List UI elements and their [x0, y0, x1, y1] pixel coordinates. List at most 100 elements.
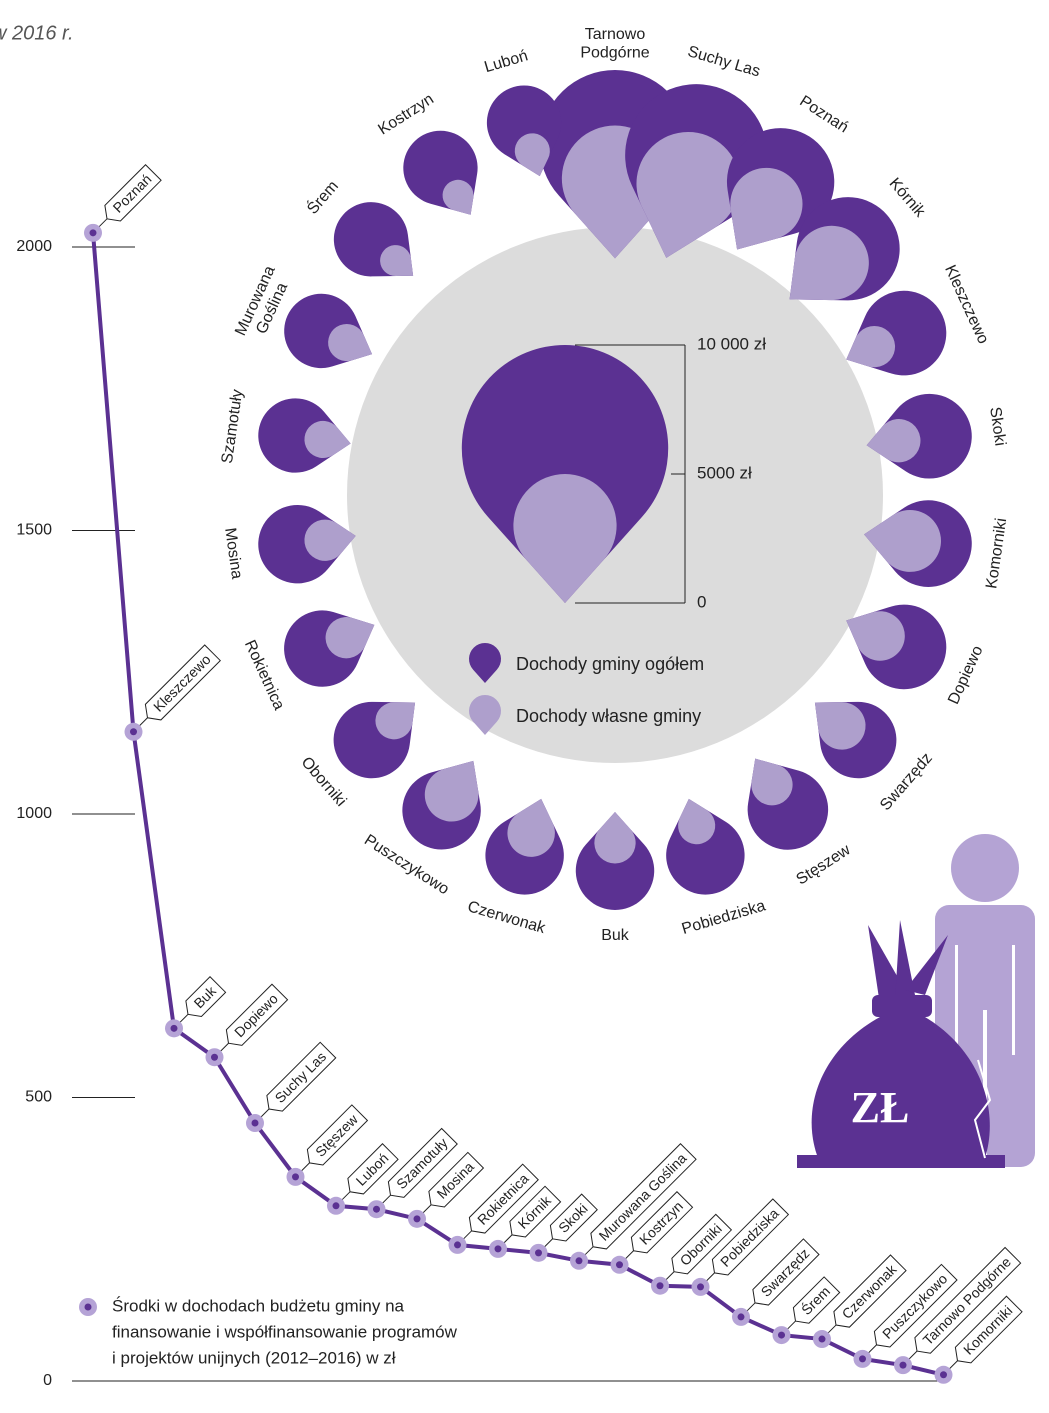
- line: [91, 232, 944, 1377]
- category-label: Rokietnica: [241, 638, 288, 713]
- drop: [814, 702, 866, 750]
- legend-text: Dochody własne gminy: [516, 706, 701, 726]
- category-label: Pobiedziska: [717, 1205, 782, 1270]
- point-center: [454, 1241, 461, 1249]
- money-bag-icon: [797, 920, 1005, 1168]
- point-center: [697, 1283, 704, 1291]
- legend-text: Środki w dochodach budżetu gminy na: [112, 1296, 405, 1315]
- category-label: Czerwonak: [839, 1260, 901, 1322]
- point-center: [292, 1173, 299, 1181]
- category-label: Suchy Las: [686, 43, 762, 80]
- category-label: Kórnik: [886, 175, 929, 221]
- category-tag: Dopiewo: [225, 983, 289, 1046]
- tag-box: [752, 1238, 820, 1306]
- category-label: Stęszew: [312, 1110, 361, 1159]
- point-center: [251, 1119, 259, 1127]
- drop: [514, 133, 550, 177]
- point-center: [575, 1257, 583, 1265]
- drop: [789, 225, 869, 301]
- tag-box: [185, 976, 227, 1017]
- drop: [507, 798, 555, 857]
- point-center: [130, 728, 137, 736]
- drop: [375, 702, 416, 740]
- point-center: [737, 1313, 745, 1321]
- point-center: [899, 1361, 907, 1369]
- point-center: [616, 1261, 623, 1269]
- tag-box: [711, 1198, 790, 1276]
- point-center: [535, 1249, 542, 1257]
- category-tag: Kleszczewo: [144, 644, 221, 721]
- drop: [333, 202, 414, 277]
- point-center: [413, 1215, 421, 1223]
- drop: [730, 167, 803, 250]
- category-label: Pobiedziska: [680, 897, 768, 938]
- tag-box: [549, 1193, 598, 1242]
- drop: [666, 798, 745, 895]
- drop: [304, 420, 351, 459]
- tag-box: [347, 1143, 399, 1195]
- tag-box: [914, 1246, 1022, 1354]
- category-label: Kostrzyn: [375, 91, 437, 139]
- legend-drop: [469, 695, 501, 735]
- drop: [864, 510, 941, 572]
- category-label: Swarzędz: [758, 1245, 813, 1300]
- drop: [380, 245, 414, 277]
- point-center: [170, 1024, 178, 1032]
- drop: [678, 798, 716, 845]
- drop: [594, 811, 636, 864]
- y-tick-label: 1000: [16, 805, 52, 822]
- point-center: [332, 1202, 340, 1210]
- y-tick-label: 2000: [16, 238, 52, 255]
- category-label: Buk: [601, 927, 630, 944]
- drop: [866, 418, 921, 463]
- drop: [442, 179, 474, 215]
- category-label: Dopiewo: [945, 643, 986, 707]
- point-center: [778, 1331, 785, 1339]
- category-label: Suchy Las: [272, 1048, 330, 1106]
- bag-label: ZŁ: [851, 1083, 910, 1132]
- category-tag: Poznań: [104, 164, 162, 222]
- category-label: Tarnowo Podgórne: [580, 26, 649, 61]
- tag-box: [630, 1191, 694, 1254]
- scale-label: 10 000 zł: [697, 334, 766, 353]
- drop: [424, 760, 479, 822]
- point-center: [656, 1282, 664, 1290]
- category-label: Czerwonak: [466, 898, 549, 937]
- legend-text: i projektów unijnych (2012–2016) w zł: [112, 1348, 396, 1367]
- point-center: [373, 1205, 380, 1213]
- category-label: Dopiewo: [231, 990, 281, 1040]
- drop: [333, 701, 416, 779]
- tag-box: [266, 1041, 337, 1112]
- drop: [325, 617, 375, 659]
- tag-box: [468, 1163, 539, 1234]
- tag-box: [509, 1185, 562, 1238]
- category-tag: Stęszew: [306, 1104, 369, 1166]
- legend-text: finansowanie i współfinansowanie program…: [112, 1322, 458, 1341]
- category-label: Mosina: [221, 527, 245, 581]
- drop: [636, 132, 740, 258]
- y-tick-label: 1500: [16, 522, 52, 539]
- tag-box: [387, 1127, 458, 1198]
- tag-box: [144, 644, 221, 721]
- legend-text: Dochody gminy ogółem: [516, 654, 704, 674]
- drop: [751, 758, 793, 806]
- category-label: Stęszew: [794, 841, 854, 888]
- tag-box: [306, 1104, 369, 1166]
- scale-label: 5000 zł: [697, 463, 752, 482]
- scale-label: 0: [697, 592, 706, 611]
- point-center: [818, 1335, 826, 1343]
- tag-box: [873, 1263, 958, 1348]
- tag-box: [590, 1143, 697, 1250]
- tag-box: [833, 1254, 907, 1328]
- point-center: [89, 229, 97, 237]
- point-center: [859, 1355, 866, 1363]
- category-label: Luboń: [482, 47, 529, 76]
- y-tick-label: 0: [43, 1372, 52, 1389]
- category-label: Szamotuły: [219, 388, 246, 464]
- category-label: Śrem: [303, 176, 342, 217]
- drop: [304, 519, 356, 561]
- tag-box: [792, 1276, 841, 1324]
- drop: [328, 323, 373, 362]
- category-label: Komorniki: [983, 517, 1010, 590]
